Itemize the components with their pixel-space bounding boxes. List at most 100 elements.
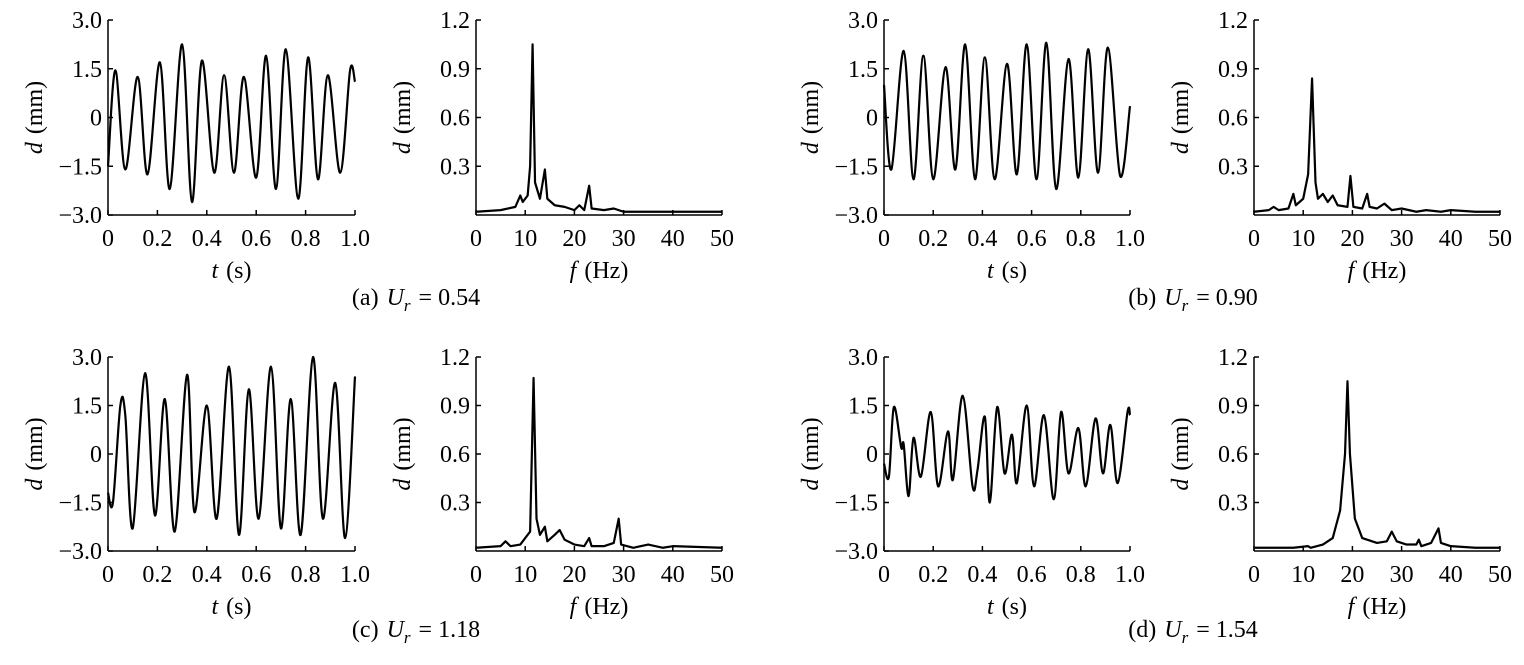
y-tick-label: 1.2 xyxy=(440,345,470,371)
x-label-symbol: t xyxy=(987,594,995,620)
y-tick-label: 1.2 xyxy=(1218,8,1248,34)
x-tick-label: 40 xyxy=(661,226,685,252)
y-axis-label: d (mm) xyxy=(1168,417,1194,490)
y-label-unit: (mm) xyxy=(390,417,416,470)
subplot: 0.3 0.6 0.9 1.2 0 10 20 30 40 50 f (Hz) d (mm) xyxy=(390,8,734,284)
x-label-symbol: f xyxy=(1348,594,1358,620)
subplot: −3.0−1.501.53.00 0.2 0.4 0.6 0.8 1.0t (s)d(mm) xyxy=(22,8,370,284)
caption-label: (a) xyxy=(352,285,379,311)
data-line xyxy=(106,43,357,204)
caption: (c) Ur = 1.18 xyxy=(352,617,480,647)
data-line xyxy=(882,394,1132,504)
y-tick-label: −3.0 xyxy=(58,539,102,565)
data-line xyxy=(1254,380,1500,549)
caption-subscript: r xyxy=(404,296,411,315)
x-tick-label: 0.2 xyxy=(142,226,172,252)
x-tick-label: 20 xyxy=(562,562,586,588)
y-axis-label: d (mm) xyxy=(798,81,824,154)
caption-subscript: r xyxy=(404,628,411,647)
y-tick-label: 0.9 xyxy=(1218,57,1248,83)
caption-value: = 1.18 xyxy=(419,617,481,643)
y-tick-label: 1.5 xyxy=(848,394,878,420)
y-tick-label: 0 xyxy=(866,106,878,132)
x-tick-label: 30 xyxy=(612,562,636,588)
data-line xyxy=(106,355,357,540)
y-label-unit: (mm) xyxy=(1168,417,1194,470)
x-label-unit: (Hz) xyxy=(584,258,628,284)
x-axis-label: t (s) xyxy=(987,258,1027,284)
x-tick-label: 10 xyxy=(1291,226,1315,252)
x-tick-label: 30 xyxy=(1390,226,1414,252)
x-tick-label: 0 xyxy=(102,562,114,588)
x-label-unit: (Hz) xyxy=(584,594,628,620)
x-label-unit: (s) xyxy=(1002,594,1027,620)
data-line xyxy=(1253,77,1500,213)
x-label-symbol: t xyxy=(212,258,220,284)
y-axis-label: d (mm) xyxy=(1168,81,1194,154)
x-tick-label: 0.8 xyxy=(291,226,321,252)
y-tick-label: 0.6 xyxy=(440,442,470,468)
x-tick-label: 0.6 xyxy=(1017,226,1047,252)
y-tick-label: 0.3 xyxy=(1218,491,1248,517)
x-label-unit: (Hz) xyxy=(1362,258,1406,284)
x-tick-label: 1.0 xyxy=(340,226,370,252)
x-tick-label: 1.0 xyxy=(340,562,370,588)
x-label-symbol: f xyxy=(570,258,580,284)
y-tick-label: 3.0 xyxy=(72,345,102,371)
data-line xyxy=(475,43,722,213)
caption-subscript: r xyxy=(1182,296,1189,315)
x-axis-label: f (Hz) xyxy=(1348,258,1407,284)
y-label-symbol: d xyxy=(798,141,824,154)
y-label-unit: (mm) xyxy=(798,417,824,470)
x-label-symbol: f xyxy=(1348,258,1358,284)
x-tick-label: 0 xyxy=(878,562,890,588)
x-tick-label: 40 xyxy=(1439,562,1463,588)
x-tick-label: 0 xyxy=(470,226,482,252)
caption-symbol: U xyxy=(1164,617,1183,643)
caption: (a) Ur = 0.54 xyxy=(352,285,480,315)
x-label-symbol: f xyxy=(570,594,580,620)
x-axis-label: f (Hz) xyxy=(570,594,629,620)
x-tick-label: 50 xyxy=(1488,226,1512,252)
x-tick-label: 20 xyxy=(1340,562,1364,588)
y-axis-label: d (mm) xyxy=(798,417,824,490)
y-label-symbol: d xyxy=(22,141,48,154)
x-tick-label: 10 xyxy=(1291,562,1315,588)
y-tick-label: −1.5 xyxy=(834,491,878,517)
x-axis-label: t (s) xyxy=(987,594,1027,620)
x-label-unit: (s) xyxy=(226,594,251,620)
y-tick-label: 3.0 xyxy=(72,8,102,34)
x-tick-label: 0.8 xyxy=(1066,226,1096,252)
y-tick-label: 0.9 xyxy=(1218,394,1248,420)
y-label-unit: (mm) xyxy=(390,81,416,134)
subplot: 0.3 0.6 0.9 1.2 0 10 20 30 40 50 f (Hz) d (mm) xyxy=(1168,8,1512,284)
x-tick-label: 0.6 xyxy=(1017,562,1047,588)
y-axis-label: d (mm) xyxy=(22,81,48,154)
caption-label: (b) xyxy=(1128,285,1156,311)
x-tick-label: 20 xyxy=(562,226,586,252)
x-tick-label: 50 xyxy=(1488,562,1512,588)
y-tick-label: 0.3 xyxy=(1218,154,1248,180)
y-tick-label: −3.0 xyxy=(58,203,102,229)
y-label-symbol: d xyxy=(22,478,48,491)
caption-symbol: U xyxy=(387,285,406,311)
x-tick-label: 40 xyxy=(661,562,685,588)
x-tick-label: 10 xyxy=(513,226,537,252)
y-label-symbol: d xyxy=(1168,478,1194,491)
x-axis-label: t (s) xyxy=(212,594,252,620)
y-tick-label: 0 xyxy=(90,106,102,132)
x-label-unit: (Hz) xyxy=(1362,594,1406,620)
y-tick-label: 0.6 xyxy=(440,106,470,132)
x-tick-label: 30 xyxy=(612,226,636,252)
y-axis-label: d (mm) xyxy=(390,81,416,154)
subplot: −3.0−1.501.53.00 0.2 0.4 0.6 0.8 1.0t (s)d(mm) xyxy=(798,345,1145,620)
y-label-unit: (mm) xyxy=(798,81,824,134)
y-tick-label: 3.0 xyxy=(848,8,878,34)
x-tick-label: 0 xyxy=(1248,562,1260,588)
y-label-unit: (mm) xyxy=(1168,81,1194,134)
x-label-unit: (s) xyxy=(226,258,251,284)
subplot: 0.3 0.6 0.9 1.2 0 10 20 30 40 50 f (Hz) d (mm) xyxy=(1168,345,1512,620)
x-tick-label: 0.4 xyxy=(192,562,222,588)
caption-symbol: U xyxy=(387,617,406,643)
x-tick-label: 50 xyxy=(710,562,734,588)
